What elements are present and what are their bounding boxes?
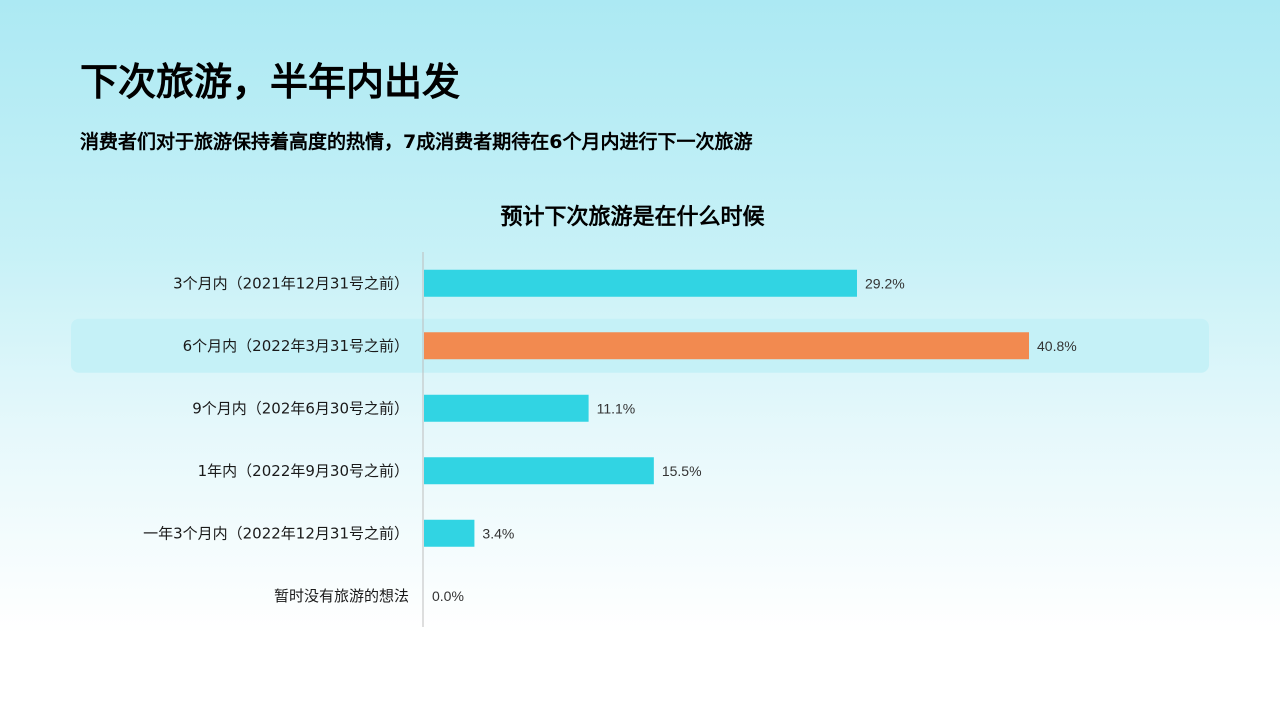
category-label-5: 暂时没有旅游的想法 xyxy=(274,587,409,605)
category-label-2: 9个月内（202年6月30号之前） xyxy=(192,399,409,417)
bar-3 xyxy=(424,457,654,485)
category-label-4: 一年3个月内（2022年12月31号之前） xyxy=(143,524,409,542)
value-label-5: 0.0% xyxy=(432,588,464,604)
value-label-0: 29.2% xyxy=(865,275,905,291)
bar-4 xyxy=(424,519,475,547)
bar-1 xyxy=(424,332,1029,360)
value-label-2: 11.1% xyxy=(597,400,636,416)
category-label-3: 1年内（2022年9月30号之前） xyxy=(198,462,409,480)
value-label-4: 3.4% xyxy=(482,525,514,541)
bar-0 xyxy=(424,269,857,297)
bars-layer xyxy=(424,269,1029,547)
value-label-3: 15.5% xyxy=(662,463,702,479)
labels-layer: 3个月内（2021年12月31号之前） 29.2% 6个月内（2022年3月31号之… xyxy=(143,274,1077,605)
page-title: 下次旅游，半年内出发 xyxy=(80,60,461,104)
value-label-1: 40.8% xyxy=(1037,338,1077,354)
category-label-0: 3个月内（2021年12月31号之前） xyxy=(173,274,409,292)
category-label-1: 6个月内（2022年3月31号之前） xyxy=(183,337,409,355)
bar-2 xyxy=(424,394,589,422)
chart-title: 预计下次旅游是在什么时候 xyxy=(500,205,765,230)
page-subtitle: 消费者们对于旅游保持着高度的热情，7成消费者期待在6个月内进行下一次旅游 xyxy=(80,131,753,153)
